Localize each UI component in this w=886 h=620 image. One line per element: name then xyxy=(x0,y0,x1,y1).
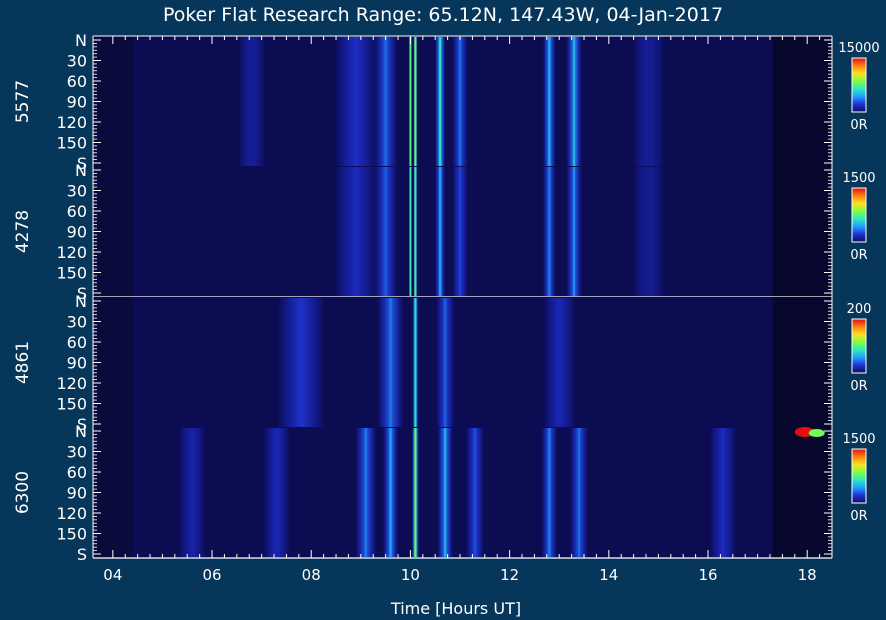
panel-background xyxy=(93,166,832,297)
emission-band-core xyxy=(647,37,650,166)
chart-title: Poker Flat Research Range: 65.12N, 147.4… xyxy=(163,4,723,26)
x-tick-label: 18 xyxy=(798,566,817,584)
emission-band-core xyxy=(409,167,412,296)
emission-band-core xyxy=(473,428,476,557)
emission-band-core xyxy=(414,167,417,296)
emission-band-core xyxy=(548,428,551,557)
y-tick-label: 150 xyxy=(56,264,87,283)
y-tick-label: 30 xyxy=(67,182,87,201)
y-tick-label: N xyxy=(75,422,87,441)
colorbar-max-label: 1500 xyxy=(842,432,875,447)
colorbar-min-label: 0R xyxy=(850,118,867,133)
emission-band-core xyxy=(578,428,581,557)
emission-band-core xyxy=(384,37,387,166)
y-tick-label: 60 xyxy=(67,72,87,91)
panel-background xyxy=(93,297,832,428)
x-axis: 04 06 08 10 12 14 16 18 xyxy=(103,36,821,584)
x-axis-label: Time [Hours UT] xyxy=(390,599,521,618)
emission-band-core xyxy=(548,167,551,296)
emission-band-core xyxy=(354,37,357,166)
emission-band-core xyxy=(414,298,417,427)
y-tick-label: N xyxy=(75,31,87,50)
x-tick-label: 06 xyxy=(202,566,221,584)
y-tick-label: N xyxy=(75,292,87,311)
y-tick-label: 90 xyxy=(67,484,87,503)
emission-band-core xyxy=(439,167,442,296)
colorbar xyxy=(851,448,867,504)
emission-band-core xyxy=(354,167,357,296)
emission-band-core xyxy=(364,428,367,557)
emission-band-core xyxy=(721,428,724,557)
colorbar-min-label: 0R xyxy=(850,248,867,263)
panel-wavelength-label: 4278 xyxy=(13,210,33,253)
panels-layer: N306090120150S5577150000RN306090120150S4… xyxy=(13,31,880,564)
colorbar-min-label: 0R xyxy=(850,509,867,524)
emission-band-core xyxy=(573,37,576,166)
emission-band-core xyxy=(384,167,387,296)
x-tick-label: 12 xyxy=(500,566,519,584)
colorbar xyxy=(851,187,867,243)
emission-band-core xyxy=(389,298,392,427)
emission-band-core xyxy=(414,428,417,557)
colorbar-max-label: 1500 xyxy=(842,171,875,186)
y-tick-label: 120 xyxy=(56,243,87,262)
panel-wavelength-label: 5577 xyxy=(13,80,33,123)
y-tick-label: 60 xyxy=(67,463,87,482)
colorbar-min-label: 0R xyxy=(850,379,867,394)
colorbar xyxy=(851,318,867,374)
y-tick-label: 150 xyxy=(56,134,87,153)
emission-band-core xyxy=(444,428,447,557)
emission-band-core xyxy=(573,167,576,296)
emission-band-core xyxy=(409,37,412,166)
y-tick-label: N xyxy=(75,161,87,180)
emission-band-core xyxy=(191,428,194,557)
emission-band-core xyxy=(558,298,561,427)
x-tick-label: 16 xyxy=(698,566,717,584)
y-tick-label: 150 xyxy=(56,395,87,414)
y-tick-label: S xyxy=(77,154,87,173)
emission-band-core xyxy=(250,37,253,166)
y-tick-label: 90 xyxy=(67,223,87,242)
panel-background xyxy=(93,427,832,558)
emission-band-core xyxy=(300,298,303,427)
y-tick-label: 90 xyxy=(67,354,87,373)
emission-band-core xyxy=(414,37,417,166)
emission-band-core xyxy=(647,167,650,296)
emission-band-core xyxy=(459,167,462,296)
y-tick-label: 60 xyxy=(67,202,87,221)
panel-background xyxy=(93,36,832,167)
x-tick-label: 10 xyxy=(401,566,420,584)
y-tick-label: 30 xyxy=(67,443,87,462)
colorbar xyxy=(851,57,867,113)
panel-wavelength-label: 6300 xyxy=(13,471,33,514)
emission-band-core xyxy=(444,298,447,427)
emission-band-core xyxy=(439,37,442,166)
panel-wavelength-label: 4861 xyxy=(13,341,33,384)
x-tick-label: 04 xyxy=(103,566,122,584)
y-tick-label: 90 xyxy=(67,93,87,112)
y-tick-label: S xyxy=(77,284,87,303)
y-tick-label: 60 xyxy=(67,333,87,352)
y-tick-label: 30 xyxy=(67,52,87,71)
colorbar-max-label: 200 xyxy=(847,302,872,317)
y-tick-label: 120 xyxy=(56,504,87,523)
x-tick-label: 08 xyxy=(302,566,321,584)
emission-band-core xyxy=(275,428,278,557)
y-tick-label: 120 xyxy=(56,374,87,393)
y-tick-label: S xyxy=(77,545,87,564)
y-tick-label: S xyxy=(77,415,87,434)
x-tick-label: 14 xyxy=(599,566,618,584)
emission-band-core xyxy=(548,37,551,166)
y-tick-label: 30 xyxy=(67,313,87,332)
emission-band-core xyxy=(389,428,392,557)
y-tick-label: 120 xyxy=(56,113,87,132)
emission-band-core xyxy=(459,37,462,166)
y-tick-label: 150 xyxy=(56,525,87,544)
colorbar-max-label: 15000 xyxy=(838,41,879,56)
